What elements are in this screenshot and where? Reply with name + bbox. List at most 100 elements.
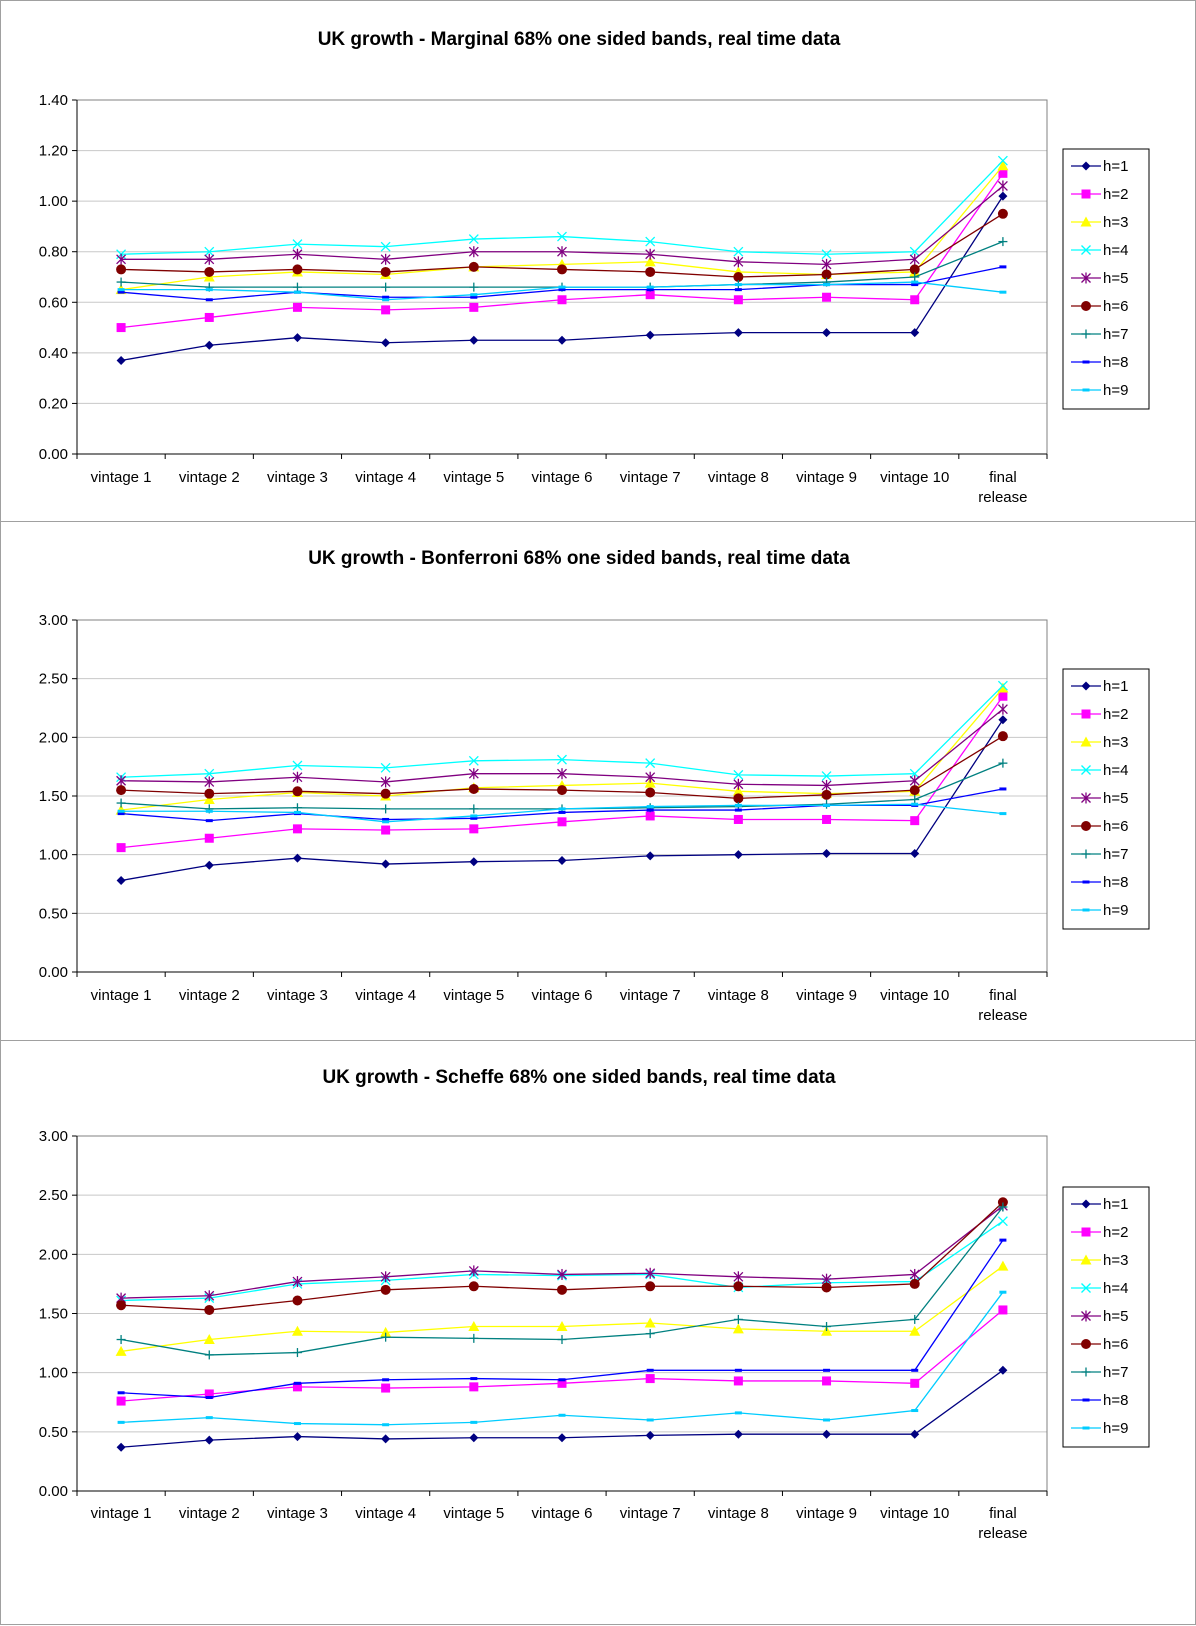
data-point [997, 180, 1008, 192]
data-point [997, 208, 1008, 219]
data-point [646, 808, 654, 812]
legend-item: h=8 [1071, 354, 1128, 371]
chart-svg-3: UK growth - Scheffe 68% one sided bands,… [39, 1067, 1150, 1542]
y-tick-label: 3.00 [39, 612, 68, 629]
legend-marker [1082, 908, 1090, 912]
x-tick-label: vintage 3 [267, 987, 328, 1004]
data-point [116, 1300, 127, 1311]
legend-item: h=4 [1071, 1280, 1128, 1297]
data-point [645, 1281, 656, 1292]
legend-marker [1081, 1227, 1091, 1237]
legend-marker [1081, 189, 1091, 199]
x-tick-label: vintage 2 [179, 987, 240, 1004]
data-point [382, 295, 390, 299]
data-point [558, 1413, 566, 1417]
series-h=9 [117, 802, 1007, 824]
data-point [733, 1429, 743, 1439]
legend-item: h=9 [1071, 382, 1128, 399]
legend-box [1062, 1186, 1150, 1448]
y-tick-label: 1.50 [39, 1306, 68, 1323]
data-point [205, 1416, 213, 1420]
data-point [557, 1335, 567, 1345]
data-point [292, 853, 302, 863]
y-tick-label: 2.00 [39, 1246, 68, 1263]
data-point [645, 266, 656, 277]
legend-label: h=2 [1103, 1224, 1128, 1241]
chart-panel-2: UK growth - Bonferroni 68% one sided ban… [0, 521, 1196, 1041]
data-point [292, 1276, 303, 1288]
data-point [116, 1442, 126, 1452]
data-point [204, 312, 214, 322]
data-point [909, 253, 920, 265]
legend-label: h=8 [1103, 874, 1128, 891]
data-point [733, 328, 743, 338]
data-point [822, 292, 832, 302]
data-point [998, 691, 1008, 701]
x-tick-label: vintage 8 [708, 1505, 769, 1522]
legend-item: h=6 [1071, 818, 1128, 835]
chart-svg-1: UK growth - Marginal 68% one sided bands… [39, 29, 1150, 506]
series-h=2 [116, 691, 1008, 853]
legend-label: h=5 [1103, 790, 1128, 807]
data-point [292, 786, 303, 797]
data-point [116, 798, 126, 808]
data-point [292, 1382, 302, 1392]
data-point [557, 785, 567, 796]
data-point [557, 856, 567, 866]
data-point [380, 762, 391, 773]
data-point [997, 703, 1008, 715]
data-point [558, 285, 566, 289]
series-line [121, 685, 1004, 778]
data-point [733, 769, 744, 780]
data-point [997, 680, 1008, 691]
data-point [646, 285, 654, 289]
series-h=4 [116, 680, 1008, 783]
legend-label: h=9 [1103, 1420, 1128, 1437]
series-line [121, 1239, 1004, 1399]
data-point [734, 803, 742, 807]
data-point [910, 272, 920, 282]
x-tick-label: vintage 5 [443, 987, 504, 1004]
data-point [997, 682, 1009, 693]
data-point [468, 234, 479, 245]
data-point [468, 261, 479, 272]
x-tick-label: vintage 9 [796, 469, 857, 486]
data-point [469, 302, 479, 312]
data-point [646, 288, 654, 292]
data-point [557, 768, 567, 780]
data-point [558, 1378, 566, 1382]
data-point [468, 1265, 479, 1277]
x-tick-label: vintage 2 [179, 1505, 240, 1522]
data-point [733, 850, 743, 860]
series-h=8 [117, 1238, 1007, 1400]
legend-item: h=3 [1071, 734, 1128, 751]
y-tick-label: 0.00 [39, 1483, 68, 1500]
data-point [381, 804, 391, 814]
legend-label: h=2 [1103, 706, 1128, 723]
data-point [645, 290, 655, 300]
legend-item: h=4 [1071, 242, 1128, 259]
legend-item: h=3 [1071, 214, 1128, 231]
data-point [292, 1348, 302, 1358]
data-point [204, 1290, 215, 1302]
series-h=5 [116, 703, 1008, 791]
y-tick-label: 3.00 [39, 1128, 68, 1145]
legend-marker [1081, 161, 1091, 171]
legend-item: h=6 [1071, 1336, 1128, 1353]
data-point [557, 246, 567, 258]
data-point [998, 168, 1008, 178]
data-point [292, 282, 302, 292]
data-point [646, 805, 654, 809]
legend-item: h=6 [1071, 298, 1128, 315]
data-point [116, 323, 126, 333]
data-point [380, 253, 391, 265]
data-point [204, 253, 215, 265]
data-point [998, 1202, 1008, 1212]
data-point [468, 1281, 479, 1292]
data-point [292, 1295, 303, 1306]
data-point [734, 808, 742, 812]
data-point [470, 293, 478, 297]
data-point [999, 812, 1007, 816]
data-point [468, 1321, 480, 1332]
